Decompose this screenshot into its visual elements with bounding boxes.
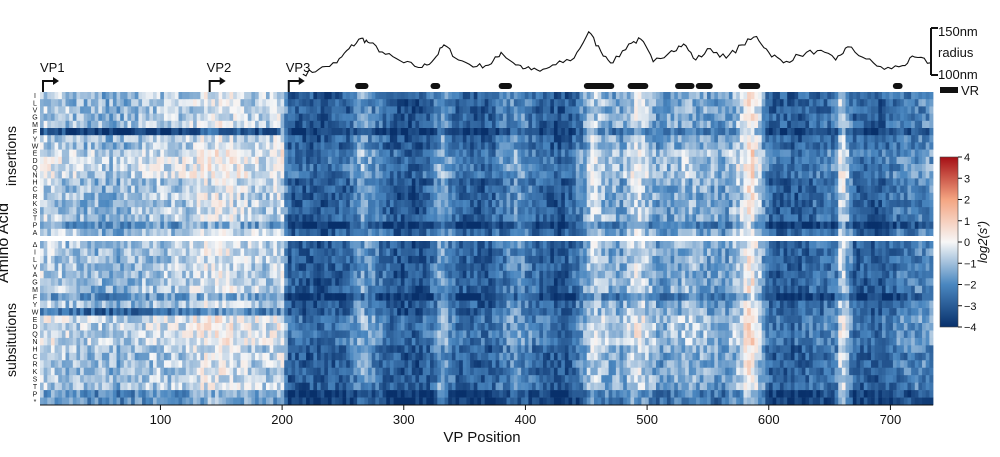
x-tick-label: 300 — [393, 412, 415, 427]
row-label: T — [33, 384, 38, 391]
colorbar-tick-label: −1 — [964, 258, 977, 270]
colorbar-tick-label: 0 — [964, 237, 970, 249]
row-label: M — [32, 122, 38, 129]
row-label: R — [32, 362, 37, 369]
row-label: W — [32, 144, 39, 151]
x-tick-label: 100 — [150, 412, 172, 427]
row-label: Y — [33, 302, 38, 309]
x-axis: 100 200 300 400 500 600 700 — [40, 404, 933, 427]
vr-segment-3 — [498, 83, 513, 89]
colorbar-tick-label: −4 — [964, 322, 977, 334]
vp-label-vp3: VP3 — [286, 60, 311, 75]
row-label: F — [33, 129, 37, 136]
vr-segment-4 — [583, 83, 615, 89]
row-label: R — [32, 194, 37, 201]
row-label: C — [32, 354, 37, 361]
row-label: Y — [33, 136, 38, 143]
x-tick-label: 200 — [271, 412, 293, 427]
row-label: F — [33, 294, 37, 301]
row-label: L — [33, 257, 37, 264]
row-label: D — [32, 324, 37, 331]
vr-legend-label: VR — [961, 83, 979, 98]
heatmap-panel-subsitutions — [40, 241, 934, 406]
row-label: T — [33, 216, 38, 223]
vp-marker-vp1: VP1 — [40, 60, 65, 92]
row-label: N — [32, 172, 37, 179]
row-label: A — [33, 230, 38, 237]
panel-separator — [40, 236, 933, 241]
vp-marker-vp2: VP2 — [207, 60, 232, 92]
colorbar-label: log2(s') — [975, 221, 990, 263]
row-label: H — [32, 180, 37, 187]
colorbar: 4 3 2 1 0 −1 −2 −3 −4 log2(s') — [939, 152, 990, 334]
x-tick-label: 700 — [880, 412, 902, 427]
row-label: V — [33, 108, 38, 115]
colorbar-tick-label: 3 — [964, 173, 970, 185]
row-label: H — [32, 347, 37, 354]
row-label: K — [33, 369, 38, 376]
heatmap-panel-insertions — [40, 92, 934, 237]
row-label: * — [34, 399, 37, 406]
row-label: D — [32, 158, 37, 165]
colorbar-tick-label: −3 — [964, 301, 977, 313]
x-tick-label: 500 — [636, 412, 658, 427]
radius-profile: 150nm radius 100nm — [302, 24, 978, 82]
row-label: V — [33, 265, 38, 272]
row-label: G — [32, 115, 37, 122]
colorbar-gradient — [939, 156, 959, 328]
panel-label-substitutions: subsitutions — [3, 303, 19, 377]
row-label: E — [33, 317, 38, 324]
colorbar-tick-label: 1 — [964, 216, 970, 228]
x-tick-label: 400 — [515, 412, 537, 427]
radius-profile-line — [302, 30, 931, 77]
row-label: A — [33, 272, 38, 279]
row-label: L — [33, 100, 37, 107]
row-label: Q — [32, 165, 38, 172]
row-label: S — [33, 208, 38, 215]
vr-segment-2 — [430, 83, 441, 89]
vp-label-vp2: VP2 — [207, 60, 232, 75]
x-axis-title: VP Position — [443, 429, 520, 446]
row-label: P — [33, 223, 38, 230]
vr-legend-swatch — [940, 87, 958, 93]
vp-label-vp1: VP1 — [40, 60, 65, 75]
row-label: S — [33, 376, 38, 383]
vr-segment-9 — [892, 83, 903, 89]
variable-regions — [355, 83, 903, 89]
radius-scale-bottom: 100nm — [938, 67, 978, 82]
row-labels: ILVGMFYWEDQNHCRKSTPAΔILVAGMFYWEDQNHCRKST… — [32, 93, 39, 406]
row-label: I — [34, 250, 36, 257]
vr-segment-7 — [695, 83, 713, 89]
row-label: W — [32, 309, 39, 316]
vp-start-markers: VP1 VP2 VP3 — [40, 60, 310, 92]
row-label: I — [34, 93, 36, 100]
vr-segment-5 — [627, 83, 649, 89]
colorbar-tick-label: 4 — [964, 152, 970, 164]
colorbar-tick-label: −2 — [964, 280, 977, 292]
vp-marker-vp3: VP3 — [286, 60, 311, 92]
row-label: Δ — [33, 242, 38, 249]
row-label: K — [33, 201, 38, 208]
y-axis-title: Amino Acid — [0, 203, 12, 283]
vr-segment-6 — [675, 83, 695, 89]
vr-segment-1 — [355, 83, 369, 89]
panel-label-insertions: insertions — [3, 126, 19, 186]
row-label: G — [32, 280, 37, 287]
heatmap — [40, 92, 934, 406]
row-label: P — [33, 391, 38, 398]
x-tick-label: 600 — [758, 412, 780, 427]
vr-segment-8 — [738, 83, 761, 89]
row-label: E — [33, 151, 38, 158]
row-label: Q — [32, 332, 38, 339]
radius-scale-label: radius — [938, 45, 974, 60]
colorbar-tick-label: 2 — [964, 195, 970, 207]
row-label: C — [32, 187, 37, 194]
row-label: N — [32, 339, 37, 346]
radius-scale-top: 150nm — [938, 24, 978, 39]
row-label: M — [32, 287, 38, 294]
